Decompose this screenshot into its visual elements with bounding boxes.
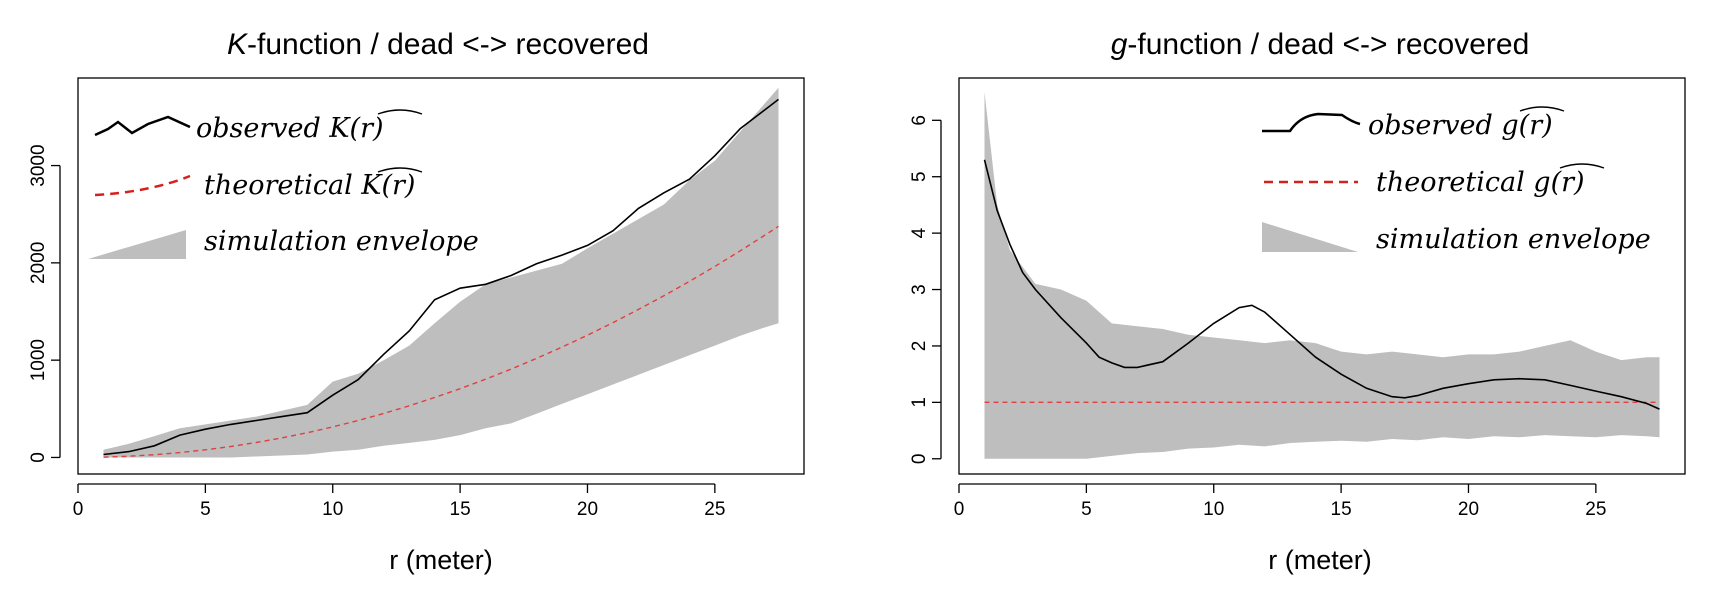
g-chart-title-italic: g <box>1111 28 1128 61</box>
g-x-tick-label: 5 <box>1081 499 1092 520</box>
k-chart-title-italic: K <box>227 28 249 61</box>
g-y-tick-label: 4 <box>909 227 930 238</box>
k-legend-theoretical-symbol: K(r) <box>360 170 415 201</box>
g-y-tick-label: 0 <box>909 453 930 464</box>
g-legend-observed-swatch <box>1262 112 1361 133</box>
k-x-tick-label: 15 <box>450 499 471 520</box>
g-simulation-envelope <box>984 92 1660 459</box>
g-legend: observed g(r) theoretical g(r) simulatio… <box>1262 106 1651 255</box>
g-legend-envelope-swatch <box>1262 222 1358 252</box>
g-legend-observed-label: observed <box>1368 110 1493 141</box>
k-x-tick-label: 5 <box>200 499 211 520</box>
k-legend-envelope-swatch <box>88 230 186 259</box>
k-simulation-envelope <box>103 87 779 458</box>
k-theoretical-line <box>103 225 779 458</box>
k-y-tick-label: 3000 <box>28 144 49 186</box>
g-x-tick-label: 0 <box>954 499 965 520</box>
g-x-tick-label: 15 <box>1331 499 1352 520</box>
k-x-tick-label: 10 <box>322 499 343 520</box>
k-legend-observed-hat <box>377 109 423 115</box>
g-y-tick-label: 1 <box>909 397 930 408</box>
g-x-tick-label: 25 <box>1585 499 1606 520</box>
g-chart-title-rest: -function / dead <-> recovered <box>1127 28 1529 61</box>
k-legend-observed: observed K(r) <box>196 113 384 144</box>
g-chart-title: g-function / dead <-> recovered <box>1111 28 1530 61</box>
g-legend-envelope-label: simulation envelope <box>1376 224 1651 255</box>
k-x-ticks: 0 5 10 15 20 25 <box>73 484 725 520</box>
k-x-axis-label: r (meter) <box>389 545 493 575</box>
k-legend-theoretical: theoretical K(r) <box>204 170 415 201</box>
k-x-tick-label: 20 <box>577 499 598 520</box>
k-legend-observed-symbol: K(r) <box>328 113 383 144</box>
g-x-tick-label: 10 <box>1203 499 1224 520</box>
k-x-tick-label: 25 <box>704 499 725 520</box>
k-chart-title-rest: -function / dead <-> recovered <box>247 28 649 61</box>
k-y-ticks: 0 1000 2000 3000 <box>28 144 60 463</box>
g-y-tick-label: 2 <box>909 341 930 352</box>
g-plot-frame <box>958 77 1686 475</box>
k-y-tick-label: 0 <box>28 452 49 463</box>
g-legend-theoretical: theoretical g(r) <box>1376 167 1585 198</box>
g-legend-theoretical-label: theoretical <box>1376 167 1525 198</box>
k-y-tick-label: 2000 <box>28 242 49 284</box>
g-y-tick-label: 3 <box>909 284 930 295</box>
k-observed-line <box>103 98 779 456</box>
k-chart-title: K-function / dead <-> recovered <box>227 28 649 61</box>
g-function-panel: g-function / dead <-> recovered 0 5 10 15 20… <box>909 28 1686 575</box>
g-legend-observed: observed g(r) <box>1368 110 1553 141</box>
k-y-tick-label: 1000 <box>28 339 49 381</box>
g-y-ticks: 0 1 2 3 4 5 6 <box>909 115 941 464</box>
g-legend-observed-hat <box>1519 106 1565 112</box>
g-x-axis-label: r (meter) <box>1268 545 1372 575</box>
k-legend-observed-label: observed <box>196 113 321 144</box>
k-legend-envelope-label: simulation envelope <box>204 226 479 257</box>
g-legend-theoretical-symbol: g(r) <box>1533 167 1584 198</box>
k-legend-theoretical-hat <box>377 167 423 173</box>
k-x-tick-label: 0 <box>73 499 84 520</box>
g-y-tick-label: 6 <box>909 115 930 126</box>
g-y-tick-label: 5 <box>909 171 930 182</box>
g-legend-theoretical-hat <box>1559 163 1605 169</box>
k-function-panel: K-function / dead <-> recovered 0 5 10 15 20… <box>28 28 805 575</box>
k-legend-theoretical-label: theoretical <box>204 170 353 201</box>
g-observed-line <box>983 159 1660 410</box>
k-plot-frame <box>77 77 805 475</box>
g-x-tick-label: 20 <box>1458 499 1479 520</box>
k-legend: observed K(r) theoretical K(r) simulatio… <box>88 109 479 259</box>
g-x-ticks: 0 5 10 15 20 25 <box>954 484 1606 520</box>
g-legend-observed-symbol: g(r) <box>1501 110 1552 141</box>
k-legend-theoretical-swatch <box>94 174 191 197</box>
k-legend-observed-swatch <box>94 115 191 137</box>
